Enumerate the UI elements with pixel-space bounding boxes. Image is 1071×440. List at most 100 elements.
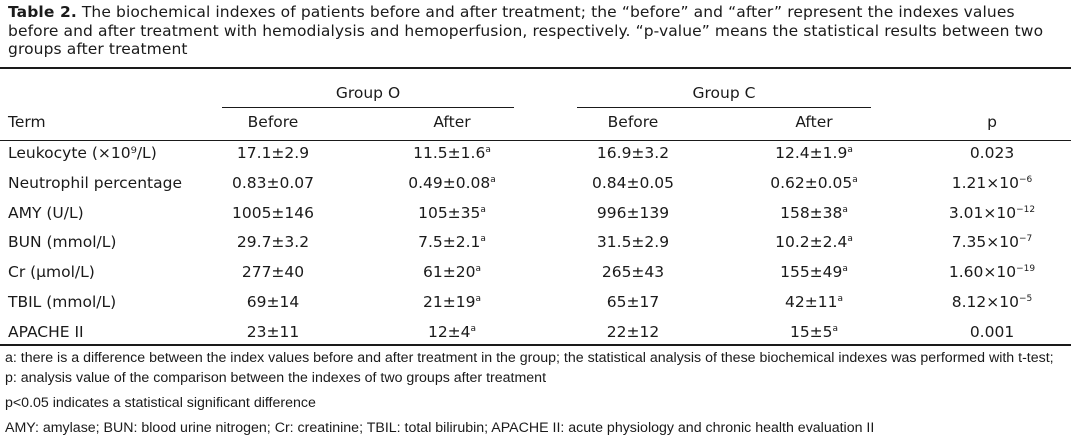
cell-o-after: 12±4a — [352, 322, 552, 342]
cell-value: 265±43 — [601, 263, 665, 282]
p-mantissa: 3.01×10 — [948, 203, 1017, 222]
cell-value: 23±11 — [246, 322, 300, 341]
significance-mark: a — [842, 204, 848, 215]
bottom-rule — [0, 344, 1071, 346]
group-o-header: Group O — [335, 84, 401, 102]
cell-value: 105±35 — [418, 203, 481, 222]
cell-value: 155±49 — [780, 263, 843, 282]
p-mantissa: 0.001 — [969, 322, 1015, 341]
p-mantissa: 0.023 — [969, 144, 1015, 162]
cell-c-after: 12.4±1.9a — [714, 143, 914, 163]
cell-o-before: 23±11 — [173, 322, 373, 342]
table-label: Table 2. — [8, 3, 77, 21]
cell-value: 29.7±3.2 — [236, 233, 310, 252]
row-term: Neutrophil percentage — [8, 173, 182, 192]
cell-value: 12.4±1.9 — [775, 144, 848, 162]
group-o-underline — [222, 107, 514, 108]
cell-c-after: 15±5a — [714, 322, 914, 342]
row-term: BUN (mmol/L) — [8, 233, 117, 252]
cell-p-value: 3.01×10−12 — [892, 203, 1071, 223]
cell-o-after: 21±19a — [352, 292, 552, 312]
cell-o-before: 277±40 — [173, 262, 373, 282]
cell-o-after: 0.49±0.08a — [352, 173, 552, 193]
cell-c-before: 31.5±2.9 — [533, 232, 733, 252]
header-o-after: After — [433, 113, 471, 131]
top-rule — [0, 67, 1071, 69]
header-rule — [0, 140, 1071, 141]
caption-text: The biochemical indexes of patients befo… — [8, 3, 1044, 58]
significance-mark: a — [485, 145, 491, 155]
significance-mark: a — [837, 294, 843, 304]
header-c-after: After — [795, 113, 833, 131]
header-o-before: Before — [247, 113, 299, 131]
cell-value: 61±20 — [423, 263, 476, 282]
cell-value: 17.1±2.9 — [236, 144, 310, 162]
cell-value: 1005±146 — [231, 203, 315, 222]
cell-c-before: 0.84±0.05 — [533, 173, 733, 193]
cell-value: 65±17 — [606, 293, 660, 311]
cell-value: 7.5±2.1 — [418, 233, 481, 252]
cell-p-value: 0.001 — [892, 322, 1071, 342]
cell-c-after: 10.2±2.4a — [714, 232, 914, 252]
table-caption: Table 2. The biochemical indexes of pati… — [8, 3, 1064, 59]
cell-c-before: 265±43 — [533, 262, 733, 282]
cell-o-before: 1005±146 — [173, 203, 373, 223]
row-term: Cr (μmol/L) — [8, 263, 95, 282]
significance-mark: a — [475, 264, 481, 275]
cell-value: 22±12 — [606, 322, 660, 341]
footnote-abbreviations: AMY: amylase; BUN: blood urine nitrogen;… — [5, 420, 875, 436]
cell-value: 11.5±1.6 — [413, 144, 486, 162]
significance-mark: a — [480, 234, 486, 245]
cell-value: 12±4 — [427, 322, 471, 341]
cell-value: 0.62±0.05 — [770, 173, 853, 192]
cell-c-after: 158±38a — [714, 203, 914, 223]
cell-value: 69±14 — [246, 293, 300, 311]
cell-c-before: 22±12 — [533, 322, 733, 342]
p-exponent: −7 — [1018, 234, 1033, 245]
significance-mark: a — [490, 174, 496, 185]
p-mantissa: 1.60×10 — [948, 263, 1017, 282]
group-c-header: Group C — [692, 84, 756, 102]
cell-o-before: 29.7±3.2 — [173, 232, 373, 252]
cell-p-value: 1.21×10−6 — [892, 173, 1071, 193]
p-exponent: −12 — [1016, 204, 1036, 215]
cell-value: 158±38 — [780, 203, 843, 222]
cell-c-before: 996±139 — [533, 203, 733, 223]
cell-value: 42±11 — [785, 293, 838, 311]
header-c-before: Before — [607, 113, 659, 131]
cell-value: 31.5±2.9 — [596, 233, 670, 252]
cell-o-before: 17.1±2.9 — [173, 143, 373, 163]
cell-c-after: 42±11a — [714, 292, 914, 312]
footnote-significance: a: there is a difference between the ind… — [5, 350, 1054, 386]
row-term: AMY (U/L) — [8, 203, 84, 222]
row-term: TBIL (mmol/L) — [8, 293, 117, 311]
row-term: Leukocyte (×10⁹/L) — [8, 144, 157, 162]
p-mantissa: 8.12×10 — [951, 293, 1019, 311]
cell-value: 0.83±0.07 — [231, 173, 314, 192]
p-exponent: −5 — [1018, 294, 1033, 304]
cell-p-value: 7.35×10−7 — [892, 232, 1071, 252]
cell-o-before: 69±14 — [173, 292, 373, 312]
cell-o-after: 11.5±1.6a — [352, 143, 552, 163]
significance-mark: a — [847, 234, 853, 245]
cell-value: 277±40 — [241, 263, 305, 282]
p-exponent: −6 — [1018, 174, 1033, 185]
cell-p-value: 8.12×10−5 — [892, 292, 1071, 312]
cell-c-before: 16.9±3.2 — [533, 143, 733, 163]
cell-value: 10.2±2.4 — [775, 233, 848, 252]
significance-mark: a — [470, 323, 477, 334]
significance-mark: a — [480, 204, 486, 215]
cell-o-after: 105±35a — [352, 203, 552, 223]
header-p: p — [987, 113, 997, 131]
cell-value: 15±5 — [789, 322, 833, 341]
cell-p-value: 0.023 — [892, 143, 1071, 163]
cell-c-before: 65±17 — [533, 292, 733, 312]
p-mantissa: 1.21×10 — [951, 173, 1019, 192]
cell-value: 16.9±3.2 — [596, 144, 670, 162]
significance-mark: a — [847, 145, 853, 155]
significance-mark: a — [852, 174, 858, 185]
group-c-underline — [577, 107, 871, 108]
significance-mark: a — [842, 264, 848, 275]
significance-mark: a — [475, 294, 481, 304]
footnote-threshold: p<0.05 indicates a statistical significa… — [5, 395, 316, 411]
